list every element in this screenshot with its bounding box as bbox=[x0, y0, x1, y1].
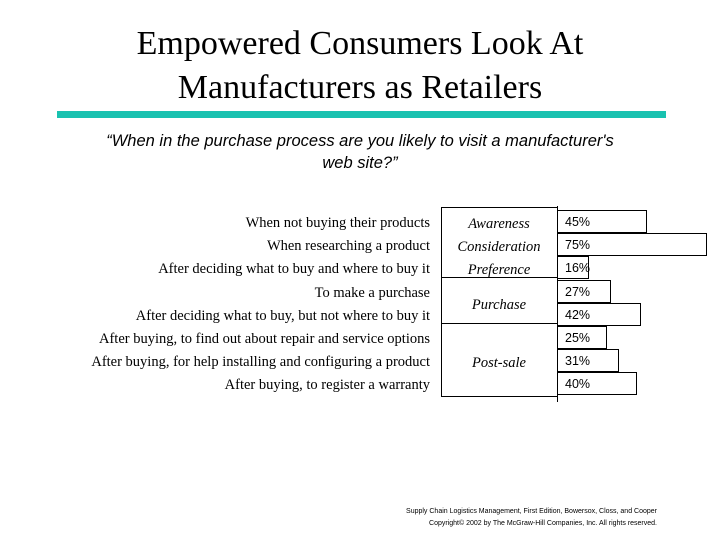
category-label: To make a purchase bbox=[314, 284, 430, 301]
bar-value-label: 40% bbox=[565, 377, 591, 392]
copyright-footer: Supply Chain Logistics Management, First… bbox=[406, 506, 657, 530]
bar bbox=[557, 326, 607, 349]
category-label: After buying, to register a warranty bbox=[224, 377, 430, 394]
category-label: After buying, for help installing and co… bbox=[91, 354, 430, 371]
chart-axis bbox=[557, 206, 558, 402]
category-label: After buying, to find out about repair a… bbox=[98, 331, 430, 347]
category-label: After deciding what to buy and where to … bbox=[158, 261, 430, 278]
question-line-2: web site?” bbox=[322, 154, 398, 172]
stage-label: Awareness bbox=[468, 215, 530, 232]
title-line-1: Empowered Consumers Look At bbox=[136, 25, 584, 62]
bar bbox=[557, 349, 619, 373]
bar bbox=[557, 256, 589, 280]
bar-value-label: 27% bbox=[565, 284, 591, 299]
title-divider bbox=[57, 111, 666, 118]
bar bbox=[557, 233, 707, 257]
bar bbox=[557, 372, 637, 396]
stage-box bbox=[441, 207, 558, 281]
bar-value-label: 25% bbox=[565, 331, 591, 345]
bar-value-label: 16% bbox=[565, 261, 591, 276]
bar-value-label: 75% bbox=[565, 238, 591, 253]
bar-value-label: 45% bbox=[565, 215, 591, 229]
footer-line-2: Copyright© 2002 by The McGraw-Hill Compa… bbox=[429, 520, 657, 527]
survey-question: “When in the purchase process are you li… bbox=[40, 130, 680, 174]
bar-value-label: 42% bbox=[565, 307, 591, 322]
slide-title: Empowered Consumers Look At Manufacturer… bbox=[0, 22, 720, 110]
stage-label: Post-sale bbox=[472, 354, 526, 371]
stage-label: Consideration bbox=[457, 238, 541, 255]
bar bbox=[557, 302, 641, 326]
footer-line-1: Supply Chain Logistics Management, First… bbox=[406, 508, 657, 515]
category-label: After deciding what to buy, but not wher… bbox=[135, 307, 430, 324]
stage-label: Preference bbox=[467, 262, 531, 278]
bar bbox=[557, 210, 647, 233]
bar bbox=[557, 279, 611, 303]
category-label: When not buying their products bbox=[245, 215, 430, 231]
question-line-1: “When in the purchase process are you li… bbox=[106, 132, 614, 150]
category-label: When researching a product bbox=[266, 238, 430, 255]
title-line-2: Manufacturers as Retailers bbox=[177, 69, 543, 106]
stage-label: Purchase bbox=[471, 296, 527, 313]
bar-value-label: 31% bbox=[565, 354, 591, 369]
